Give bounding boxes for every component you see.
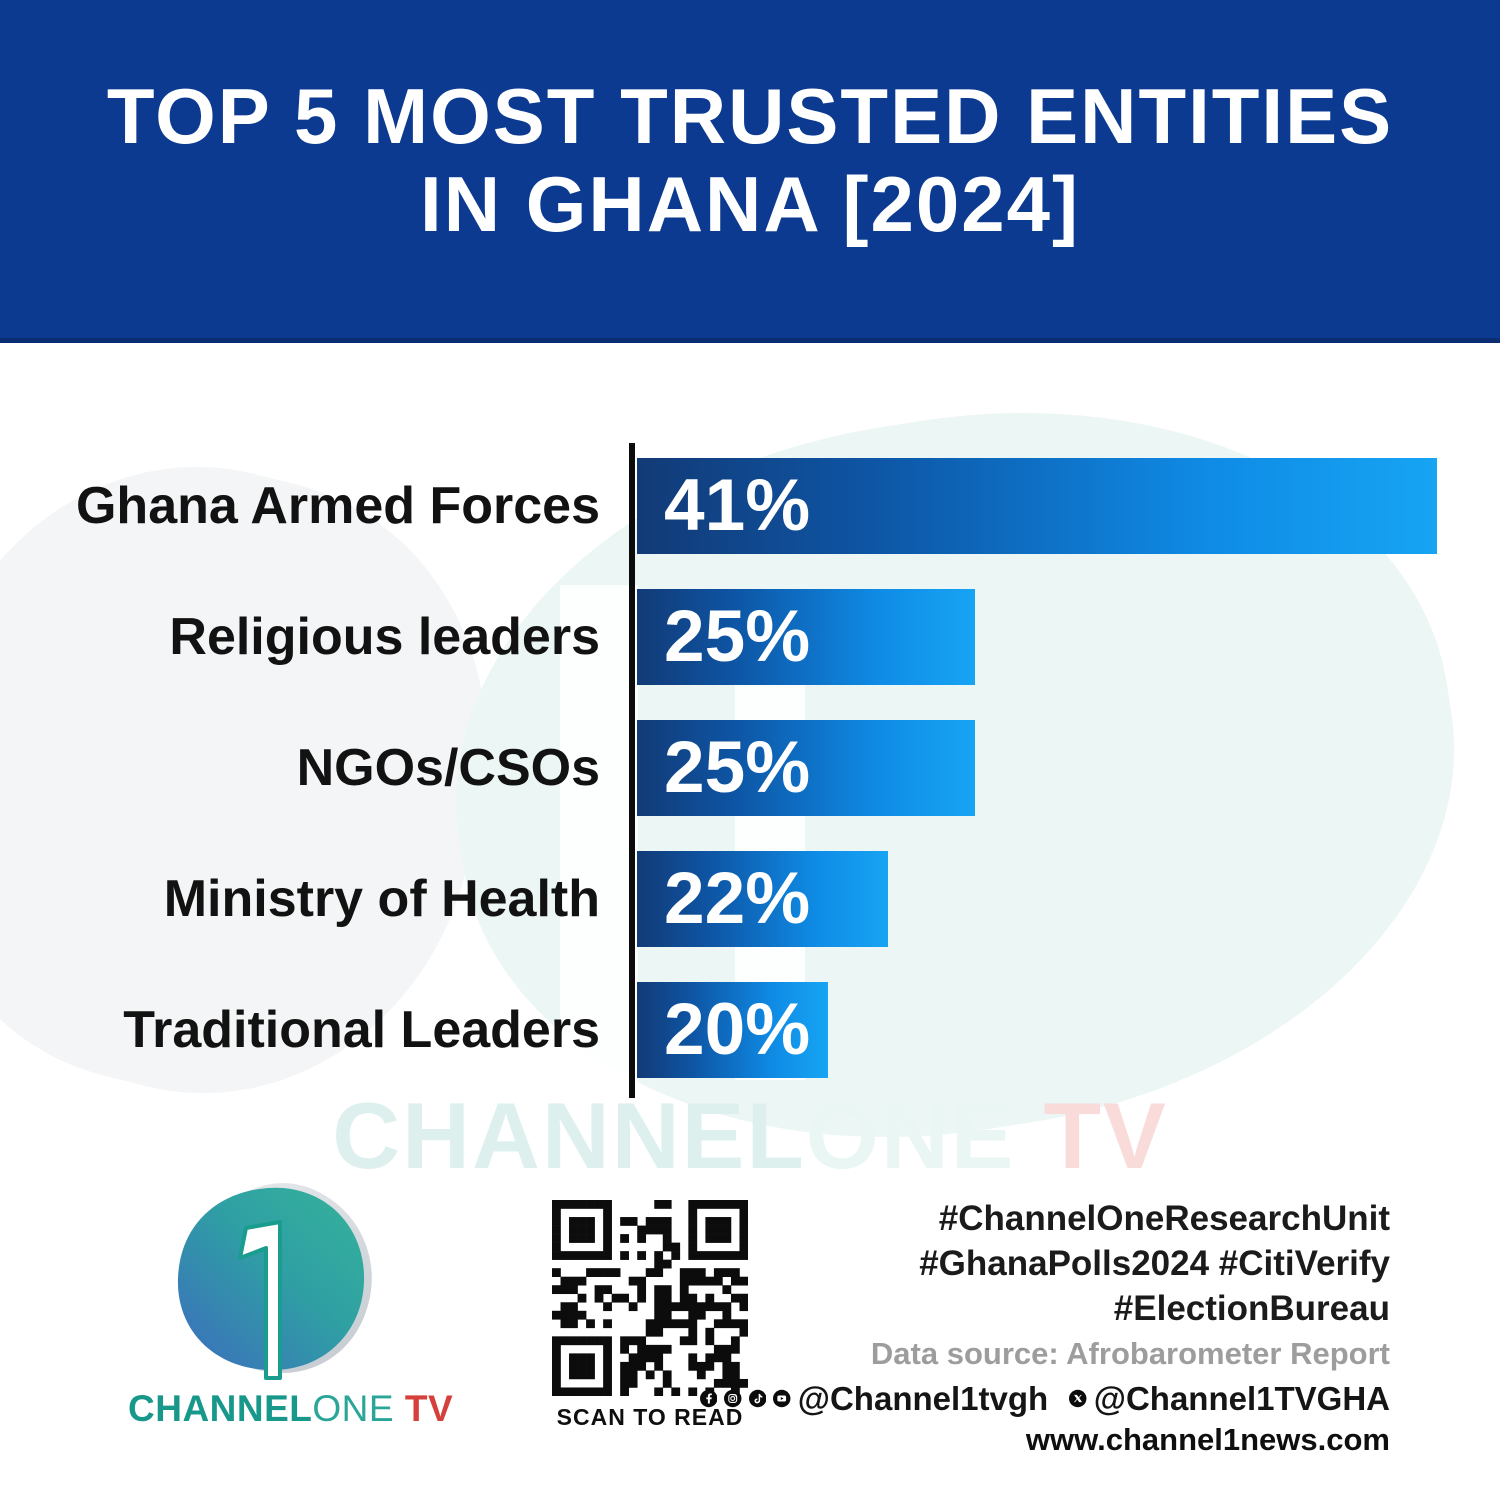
hashtags-block: #ChannelOneResearchUnit #GhanaPolls2024 … xyxy=(700,1196,1390,1331)
table-row: Ministry of Health 22% xyxy=(0,851,1500,947)
tiktok-icon xyxy=(748,1389,767,1408)
youtube-icon xyxy=(773,1389,791,1408)
qr-code xyxy=(552,1200,749,1397)
channel-one-logo-icon xyxy=(177,1183,372,1380)
page-title-line2: IN GHANA [2024] xyxy=(420,160,1080,248)
table-row: Religious leaders 25% xyxy=(0,589,1500,685)
background-watermark-stripe xyxy=(560,585,638,1090)
hashtag-line-1: #ChannelOneResearchUnit xyxy=(938,1199,1390,1238)
x-icon xyxy=(1069,1389,1087,1408)
qr-code-block: SCAN TO READ xyxy=(552,1200,749,1440)
logo-word-tv: TV xyxy=(394,1388,454,1429)
table-row: Ghana Armed Forces 41% xyxy=(0,458,1500,554)
social-handle-main: @Channel1tvgh xyxy=(797,1379,1049,1417)
logo-numeral-one xyxy=(238,1220,282,1380)
page-title-line1: TOP 5 MOST TRUSTED ENTITIES xyxy=(106,72,1394,160)
social-handles-row: @Channel1tvgh @Channel1TVGHA xyxy=(699,1379,1390,1418)
watermark-channel: CHANNEL xyxy=(332,1083,806,1188)
chart-axis-line xyxy=(629,443,635,1098)
watermark-tv: TV xyxy=(1015,1083,1168,1188)
instagram-icon xyxy=(724,1389,742,1408)
website-url: www.channel1news.com xyxy=(1025,1422,1390,1457)
bar-label-religious-leaders: Religious leaders xyxy=(169,608,600,666)
bar-chart: Ghana Armed Forces 41% Religious leaders… xyxy=(0,440,1500,1105)
bar-label-traditional-leaders: Traditional Leaders xyxy=(123,1001,600,1059)
data-source-note: Data source: Afrobarometer Report xyxy=(870,1336,1390,1371)
social-handle-x: @Channel1TVGHA xyxy=(1093,1379,1390,1417)
watermark-one: ONE xyxy=(805,1083,1016,1188)
bar-traditional-leaders: 20% xyxy=(637,982,828,1078)
page-title: TOP 5 MOST TRUSTED ENTITIES IN GHANA [20… xyxy=(0,72,1500,248)
logo-word-channel: CHANNEL xyxy=(128,1388,313,1429)
header-banner: TOP 5 MOST TRUSTED ENTITIES IN GHANA [20… xyxy=(0,0,1500,343)
table-row: Traditional Leaders 20% xyxy=(0,982,1500,1078)
bar-label-ghana-armed-forces: Ghana Armed Forces xyxy=(75,477,600,535)
qr-caption: SCAN TO READ xyxy=(556,1404,744,1430)
bar-ghana-armed-forces: 41% xyxy=(637,458,1437,554)
channel-one-tv-watermark: CHANNELONE TV xyxy=(0,1082,1500,1190)
hashtag-line-3: #ElectionBureau xyxy=(1113,1289,1390,1328)
hashtag-line-2: #GhanaPolls2024 #CitiVerify xyxy=(919,1244,1390,1283)
facebook-icon xyxy=(699,1389,718,1408)
bar-label-ngos-csos: NGOs/CSOs xyxy=(296,739,600,797)
bar-label-ministry-of-health: Ministry of Health xyxy=(163,870,600,928)
logo-wordmark: CHANNELONE TV xyxy=(128,1388,453,1430)
bar-religious-leaders: 25% xyxy=(637,589,975,685)
bar-ministry-of-health: 22% xyxy=(637,851,888,947)
logo-word-one: ONE xyxy=(312,1388,395,1429)
bar-ngos-csos: 25% xyxy=(637,720,975,816)
table-row: NGOs/CSOs 25% xyxy=(0,720,1500,816)
channel-one-logo: CHANNELONE TV xyxy=(128,1182,453,1442)
